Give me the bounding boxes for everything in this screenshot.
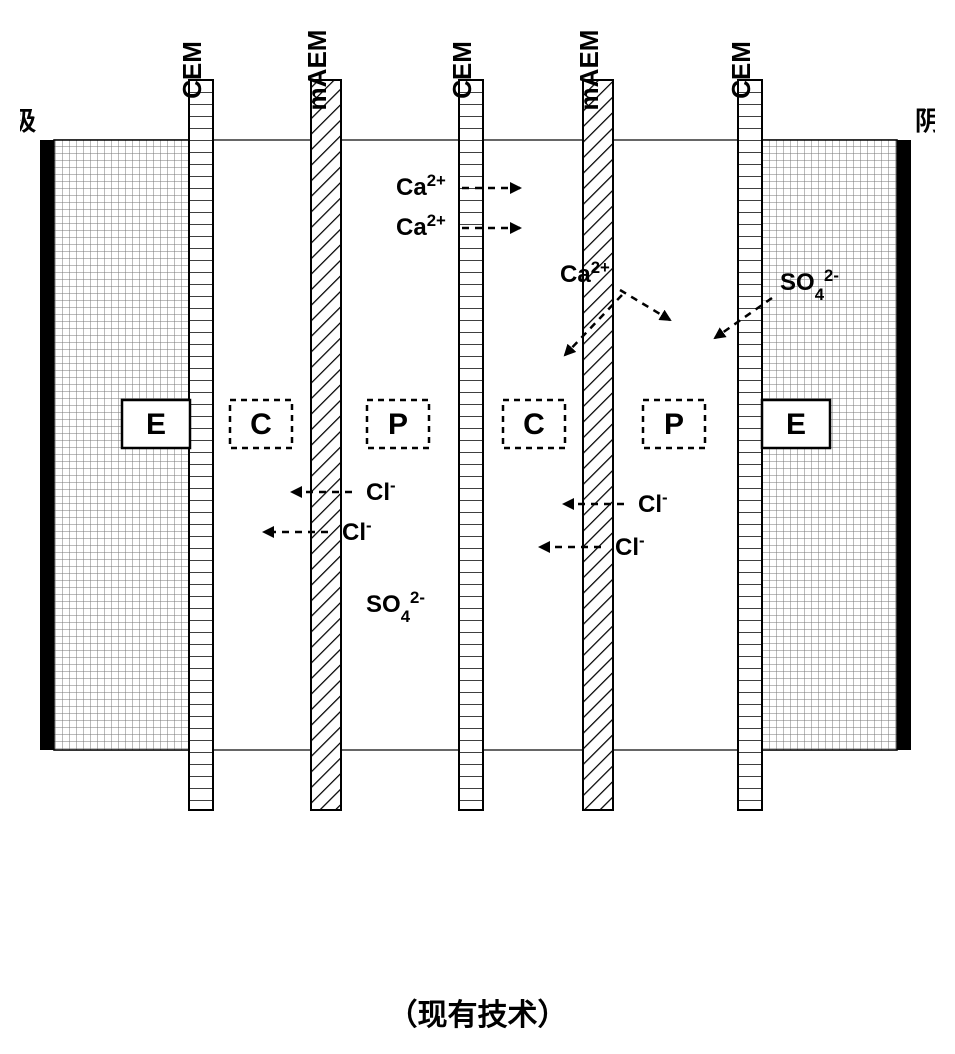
caption: （现有技术） (20, 990, 935, 1034)
svg-text:Cl-: Cl- (366, 476, 396, 507)
svg-text:mAEM: mAEM (302, 30, 332, 111)
svg-text:E: E (146, 408, 166, 441)
svg-text:P: P (664, 408, 684, 441)
diagram-svg: CEMCEMCEMmAEMmAEM阳极阴极ECPCPECa2+Ca2+Ca2+S… (20, 20, 935, 940)
svg-text:阴极: 阴极 (915, 106, 935, 136)
svg-text:mAEM: mAEM (574, 30, 604, 111)
svg-text:CEM: CEM (726, 41, 756, 99)
svg-text:Cl-: Cl- (638, 488, 668, 519)
svg-text:Ca2+: Ca2+ (396, 211, 446, 242)
svg-text:C: C (250, 408, 272, 441)
svg-text:CEM: CEM (177, 41, 207, 99)
electrodialysis-diagram: CEMCEMCEMmAEMmAEM阳极阴极ECPCPECa2+Ca2+Ca2+S… (20, 20, 935, 940)
svg-text:C: C (523, 408, 545, 441)
svg-text:Cl-: Cl- (342, 516, 372, 547)
svg-text:SO42-: SO42- (366, 588, 425, 626)
svg-text:P: P (388, 408, 408, 441)
svg-text:Ca2+: Ca2+ (396, 171, 446, 202)
svg-text:E: E (786, 408, 806, 441)
svg-text:CEM: CEM (447, 41, 477, 99)
svg-text:阳极: 阳极 (20, 106, 37, 136)
svg-text:Cl-: Cl- (615, 531, 645, 562)
